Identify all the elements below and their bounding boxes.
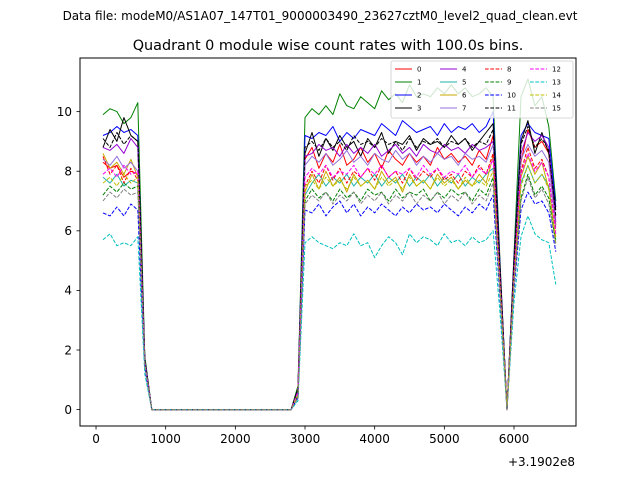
legend-label-11: 11 [507, 105, 516, 113]
x-tick-label-3000: 3000 [290, 432, 321, 446]
x-tick-label-1000: 1000 [150, 432, 181, 446]
legend-label-0: 0 [417, 66, 421, 74]
legend-label-12: 12 [552, 66, 561, 74]
x-offset-label: +3.1902e8 [508, 455, 575, 469]
legend-label-1: 1 [417, 79, 421, 87]
legend-label-13: 13 [552, 79, 561, 87]
legend-label-2: 2 [417, 92, 421, 100]
x-tick-label-2000: 2000 [220, 432, 251, 446]
y-tick-label-0: 0 [64, 403, 72, 417]
series-line-15 [102, 176, 557, 411]
y-tick-label-4: 4 [64, 284, 72, 298]
legend-label-15: 15 [552, 105, 561, 113]
legend-label-7: 7 [462, 105, 466, 113]
legend-label-4: 4 [462, 66, 467, 74]
y-tick-label-10: 10 [57, 105, 72, 119]
x-tick-label-0: 0 [92, 432, 100, 446]
series-line-10 [102, 191, 557, 411]
legend-label-9: 9 [507, 79, 511, 87]
y-tick-label-6: 6 [64, 224, 72, 238]
x-axis: 0 1000 2000 3000 4000 5000 6000 [92, 426, 529, 446]
legend-label-6: 6 [462, 92, 467, 100]
plot-frame [79, 57, 577, 427]
suptitle: Data file: modeM0/AS1A07_147T01_90000034… [63, 9, 578, 23]
legend-label-14: 14 [552, 92, 561, 100]
legend-label-3: 3 [417, 105, 421, 113]
y-tick-label-8: 8 [64, 165, 72, 179]
x-tick-label-5000: 5000 [429, 432, 460, 446]
legend-label-10: 10 [507, 92, 516, 100]
legend-label-8: 8 [507, 66, 511, 74]
x-tick-label-4000: 4000 [359, 432, 390, 446]
legend-box [390, 60, 574, 119]
plot-series [102, 78, 557, 411]
y-axis: 0 2 4 6 8 10 [57, 105, 80, 417]
legend-label-5: 5 [462, 79, 466, 87]
x-tick-label-6000: 6000 [499, 432, 530, 446]
y-tick-label-2: 2 [64, 343, 72, 357]
chart-title: Quadrant 0 module wise count rates with … [133, 38, 524, 54]
